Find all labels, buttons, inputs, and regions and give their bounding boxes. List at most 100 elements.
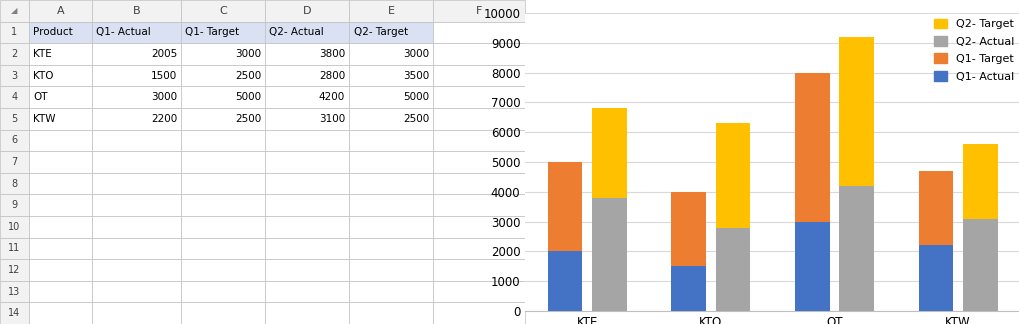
Bar [962, 144, 997, 219]
Text: 3100: 3100 [319, 114, 344, 124]
Bar [0, 194, 29, 216]
Text: 2500: 2500 [403, 114, 429, 124]
Bar [92, 237, 181, 259]
Bar [29, 43, 92, 65]
Bar [265, 281, 348, 302]
Bar [29, 151, 92, 173]
Text: 2800: 2800 [319, 71, 344, 81]
Bar [433, 43, 525, 65]
Bar [29, 216, 92, 237]
Bar [29, 237, 92, 259]
Bar [265, 259, 348, 281]
Text: 1: 1 [11, 28, 17, 37]
Bar [0, 281, 29, 302]
Bar [918, 246, 953, 311]
Bar [348, 302, 433, 324]
Bar [433, 0, 525, 22]
Bar [0, 302, 29, 324]
Bar [92, 43, 181, 65]
Bar [265, 43, 348, 65]
Bar [591, 198, 626, 311]
Text: F: F [476, 6, 482, 16]
Bar [181, 302, 265, 324]
Text: 13: 13 [8, 287, 20, 296]
Bar [181, 194, 265, 216]
Text: 12: 12 [8, 265, 20, 275]
Text: 10: 10 [8, 222, 20, 232]
Legend: Q2- Target, Q2- Actual, Q1- Target, Q1- Actual: Q2- Target, Q2- Actual, Q1- Target, Q1- … [933, 18, 1014, 82]
Bar [591, 108, 626, 198]
Bar [348, 0, 433, 22]
Text: C: C [219, 6, 227, 16]
Text: 5000: 5000 [234, 92, 261, 102]
Bar [433, 259, 525, 281]
Bar [433, 302, 525, 324]
Bar [92, 281, 181, 302]
Bar [0, 237, 29, 259]
Text: 5000: 5000 [403, 92, 429, 102]
Bar [29, 65, 92, 87]
Bar [29, 173, 92, 194]
Bar [433, 87, 525, 108]
Bar [92, 173, 181, 194]
Bar [433, 65, 525, 87]
Bar [348, 130, 433, 151]
Text: 2005: 2005 [151, 49, 177, 59]
Bar [92, 302, 181, 324]
Bar [794, 73, 828, 222]
Bar [265, 151, 348, 173]
Bar [181, 151, 265, 173]
Bar [348, 108, 433, 130]
Bar [348, 43, 433, 65]
Bar [433, 108, 525, 130]
Text: 5: 5 [11, 114, 17, 124]
Bar [181, 0, 265, 22]
Bar [181, 22, 265, 43]
Bar [348, 194, 433, 216]
Text: 3500: 3500 [403, 71, 429, 81]
Bar [181, 281, 265, 302]
Bar [839, 37, 873, 186]
Bar [715, 123, 750, 227]
Bar [265, 194, 348, 216]
Bar [29, 302, 92, 324]
Text: Product: Product [33, 28, 72, 37]
Bar [265, 22, 348, 43]
Bar [0, 22, 29, 43]
Bar [92, 259, 181, 281]
Bar [0, 151, 29, 173]
Bar [671, 266, 705, 311]
Bar [29, 281, 92, 302]
Bar [433, 130, 525, 151]
Text: 8: 8 [11, 179, 17, 189]
Bar [92, 194, 181, 216]
Bar [29, 130, 92, 151]
Bar [348, 237, 433, 259]
Bar [92, 108, 181, 130]
Text: 2200: 2200 [151, 114, 177, 124]
Text: A: A [56, 6, 64, 16]
Text: 3: 3 [11, 71, 17, 81]
Text: D: D [303, 6, 311, 16]
Text: Q2- Target: Q2- Target [354, 28, 408, 37]
Bar [433, 237, 525, 259]
Text: 7: 7 [11, 157, 17, 167]
Bar [265, 87, 348, 108]
Bar [962, 219, 997, 311]
Bar [0, 108, 29, 130]
Bar [265, 216, 348, 237]
Bar [547, 162, 582, 251]
Bar [348, 259, 433, 281]
Bar [181, 130, 265, 151]
Bar [181, 216, 265, 237]
Text: 2500: 2500 [234, 71, 261, 81]
Bar [265, 237, 348, 259]
Bar [0, 259, 29, 281]
Bar [265, 108, 348, 130]
Bar [181, 173, 265, 194]
Bar [348, 281, 433, 302]
Text: E: E [387, 6, 394, 16]
Text: 4: 4 [11, 92, 17, 102]
Bar [181, 108, 265, 130]
Bar [348, 151, 433, 173]
